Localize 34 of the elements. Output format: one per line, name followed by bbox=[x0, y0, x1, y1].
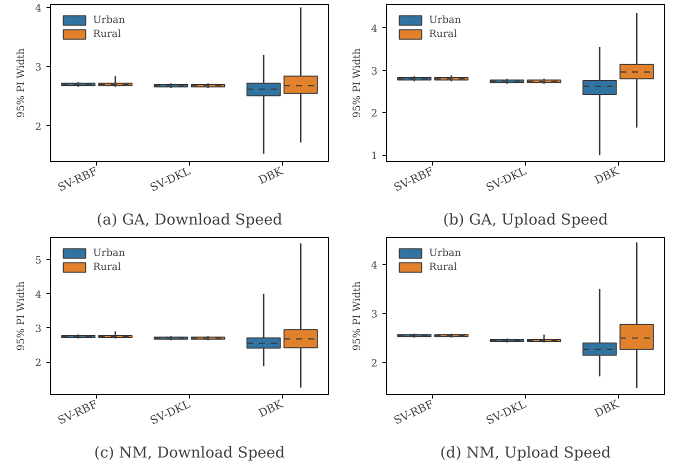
y-tick-label: 3 bbox=[35, 324, 42, 335]
y-tick-label: 4 bbox=[371, 260, 378, 272]
legend-label: Rural bbox=[93, 28, 121, 40]
y-tick-label: 1 bbox=[371, 151, 378, 162]
legend-label: Urban bbox=[429, 14, 462, 26]
y-tick-label: 4 bbox=[35, 3, 42, 14]
text: (b) GA, Upload Speed bbox=[442, 210, 608, 228]
y-tick-label: 2 bbox=[35, 358, 42, 370]
y-tick-label: 2 bbox=[371, 358, 378, 370]
x-tick-label: DBK bbox=[592, 397, 622, 420]
text: (d) NM, Upload Speed bbox=[440, 444, 612, 462]
y-tick-label: 3 bbox=[35, 62, 42, 74]
y-tick-label: 2 bbox=[35, 122, 42, 133]
y-axis-title: 95% PI Width bbox=[16, 280, 28, 351]
x-tick-label: DBK bbox=[256, 397, 286, 420]
y-tick-label: 3 bbox=[371, 310, 378, 321]
x-tick-label: DBK bbox=[256, 164, 286, 188]
text: (a) GA, Download Speed bbox=[96, 210, 283, 228]
legend-label: Urban bbox=[429, 248, 462, 258]
y-tick-label: 5 bbox=[35, 256, 42, 267]
y-tick-label: 2 bbox=[371, 108, 378, 120]
y-tick-label: 4 bbox=[371, 24, 378, 35]
y-axis-title: 95% PI Width bbox=[352, 280, 364, 351]
legend-label: Rural bbox=[429, 262, 457, 272]
x-tick-label: DBK bbox=[592, 164, 622, 188]
y-axis-title: 95% PI Width bbox=[352, 48, 364, 118]
legend-label: Urban bbox=[93, 14, 126, 26]
legend-label: Rural bbox=[429, 28, 457, 40]
legend-label: Urban bbox=[93, 248, 126, 258]
y-tick-label: 3 bbox=[371, 66, 378, 78]
y-axis-title: 95% PI Width bbox=[16, 48, 28, 118]
text: (c) NM, Download Speed bbox=[94, 444, 286, 462]
y-tick-label: 4 bbox=[35, 290, 42, 301]
legend-label: Rural bbox=[93, 262, 121, 272]
